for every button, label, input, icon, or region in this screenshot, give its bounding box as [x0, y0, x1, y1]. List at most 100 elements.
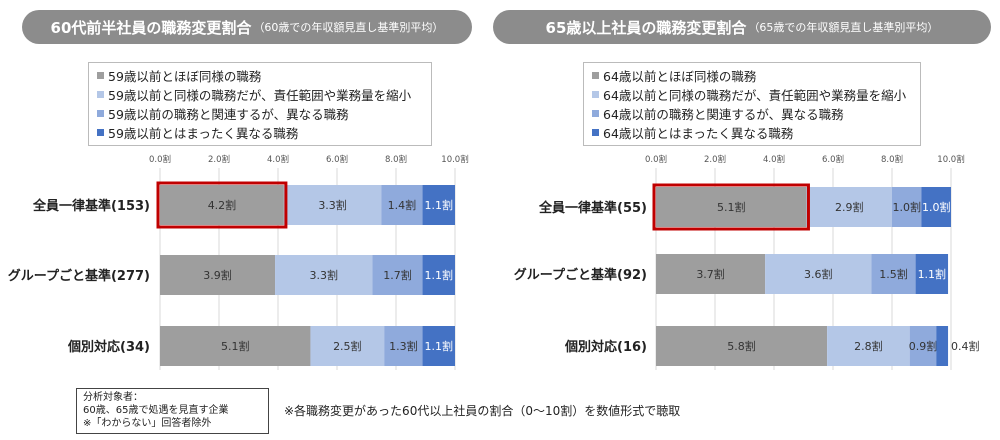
legend-swatch	[97, 129, 104, 136]
note-line: ※「わからない」回答者除外	[83, 418, 212, 429]
bar-segment	[827, 326, 910, 366]
legend-label: 59歳以前と同様の職務だが、責任範囲や業務量を縮小	[108, 88, 412, 103]
x-tick-label: 10.0割	[441, 154, 468, 165]
category-label: グループごと基準(92)	[514, 267, 647, 283]
data-label: 2.8割	[854, 339, 883, 353]
category-label: 全員一律基準(55)	[538, 200, 647, 216]
left-chart-legend: 59歳以前とほぼ同様の職務 59歳以前と同様の職務だが、責任範囲や業務量を縮小 …	[88, 62, 432, 146]
category-label: 全員一律基準(153)	[32, 198, 150, 214]
legend-item: 59歳以前と同様の職務だが、責任範囲や業務量を縮小	[97, 85, 423, 104]
legend-item: 64歳以前と同様の職務だが、責任範囲や業務量を縮小	[592, 85, 912, 104]
legend-swatch	[97, 72, 104, 79]
legend-swatch	[592, 129, 599, 136]
bar-segment	[656, 326, 828, 366]
legend-item: 59歳以前とはまったく異なる職務	[97, 123, 423, 142]
legend-item: 59歳以前とほぼ同様の職務	[97, 66, 423, 85]
data-label: 3.6割	[804, 267, 833, 281]
x-tick-label: 0.0割	[149, 154, 171, 165]
note-line: 分析対象者：	[83, 392, 143, 403]
data-label: 0.9割	[909, 339, 938, 353]
bar-segment	[936, 326, 949, 366]
bar-segment	[384, 326, 423, 366]
bar-segment	[160, 326, 311, 366]
left-chart-title-pill: 60代前半社員の職務変更割合 （60歳での年収額見直し基準別平均）	[22, 10, 472, 44]
left-chart-title: 60代前半社員の職務変更割合	[50, 18, 252, 37]
legend-label: 59歳以前とほぼ同様の職務	[108, 69, 262, 84]
left-chart-subtitle: （60歳での年収額見直し基準別平均）	[253, 21, 444, 34]
data-label: 3.7割	[696, 267, 725, 281]
data-label: 1.1割	[425, 198, 454, 212]
data-label: 3.3割	[318, 198, 347, 212]
data-label: 1.1割	[918, 267, 947, 281]
legend-label: 64歳以前とほぼ同様の職務	[603, 69, 757, 84]
data-label: 2.9割	[835, 200, 864, 214]
legend-swatch	[592, 110, 599, 117]
note-line: 60歳、65歳で処遇を見直す企業	[83, 405, 229, 416]
x-tick-label: 8.0割	[385, 154, 407, 165]
x-tick-label: 6.0割	[822, 154, 844, 165]
bar-segment	[909, 326, 937, 366]
right-chart-subtitle: （65歳での年収額見直し基準別平均）	[748, 21, 939, 34]
bar-segment	[422, 255, 455, 295]
legend-label: 59歳以前の職務と関連するが、異なる職務	[108, 107, 349, 122]
x-tick-label: 2.0割	[208, 154, 230, 165]
bar-segment	[310, 326, 385, 366]
category-label: グループごと基準(277)	[8, 268, 150, 284]
data-label: 2.5割	[333, 339, 362, 353]
bar-segment	[806, 187, 892, 227]
legend-swatch	[592, 91, 599, 98]
legend-item: 64歳以前の職務と関連するが、異なる職務	[592, 104, 912, 123]
data-label: 4.2割	[208, 198, 237, 212]
bar-segment	[915, 254, 949, 294]
x-tick-label: 6.0割	[326, 154, 348, 165]
data-label: 1.3割	[389, 339, 418, 353]
right-chart-legend: 64歳以前とほぼ同様の職務 64歳以前と同様の職務だが、責任範囲や業務量を縮小 …	[583, 62, 921, 146]
legend-item: 64歳以前とほぼ同様の職務	[592, 66, 912, 85]
data-label: 3.3割	[309, 268, 338, 282]
analysis-target-note: 分析対象者： 60歳、65歳で処遇を見直す企業 ※「わからない」回答者除外	[76, 388, 269, 434]
data-label: 1.1割	[425, 268, 454, 282]
data-label: 1.0割	[893, 200, 922, 214]
data-label: 1.4割	[388, 198, 417, 212]
category-label: 個別対応(34)	[67, 339, 150, 355]
highlight-box	[652, 183, 810, 231]
data-label: 1.5割	[879, 267, 908, 281]
legend-label: 59歳以前とはまったく異なる職務	[108, 126, 299, 141]
x-tick-label: 0.0割	[645, 154, 667, 165]
data-label: 5.1割	[717, 200, 746, 214]
bar-segment	[892, 187, 922, 227]
legend-swatch	[97, 110, 104, 117]
right-chart-title: 65歳以上社員の職務変更割合	[545, 18, 747, 37]
legend-label: 64歳以前の職務と関連するが、異なる職務	[603, 107, 844, 122]
bar-segment	[656, 254, 766, 294]
bar-segment	[422, 326, 455, 366]
data-label: 0.4割	[951, 339, 980, 353]
survey-footnote: ※各職務変更があった60代以上社員の割合（0～10割）を数値形式で聴取	[284, 404, 681, 418]
x-tick-label: 2.0割	[704, 154, 726, 165]
bar-segment	[372, 255, 423, 295]
data-label: 1.0割	[922, 200, 951, 214]
highlight-box	[156, 181, 288, 229]
data-label: 5.1割	[221, 339, 250, 353]
x-tick-label: 4.0割	[763, 154, 785, 165]
bar-segment	[160, 255, 276, 295]
legend-label: 64歳以前と同様の職務だが、責任範囲や業務量を縮小	[603, 88, 907, 103]
bar-segment	[765, 254, 872, 294]
data-label: 3.9割	[203, 268, 232, 282]
data-label: 1.7割	[383, 268, 412, 282]
bar-segment	[422, 185, 455, 225]
x-tick-label: 10.0割	[937, 154, 964, 165]
bar-segment	[921, 187, 951, 227]
legend-swatch	[592, 72, 599, 79]
bar-segment	[381, 185, 423, 225]
category-label: 個別対応(16)	[564, 339, 647, 355]
bar-segment	[283, 185, 382, 225]
legend-label: 64歳以前とはまったく異なる職務	[603, 126, 794, 141]
legend-swatch	[97, 91, 104, 98]
bar-segment	[275, 255, 373, 295]
bar-segment	[160, 185, 284, 225]
data-label: 5.8割	[727, 339, 756, 353]
legend-item: 59歳以前の職務と関連するが、異なる職務	[97, 104, 423, 123]
